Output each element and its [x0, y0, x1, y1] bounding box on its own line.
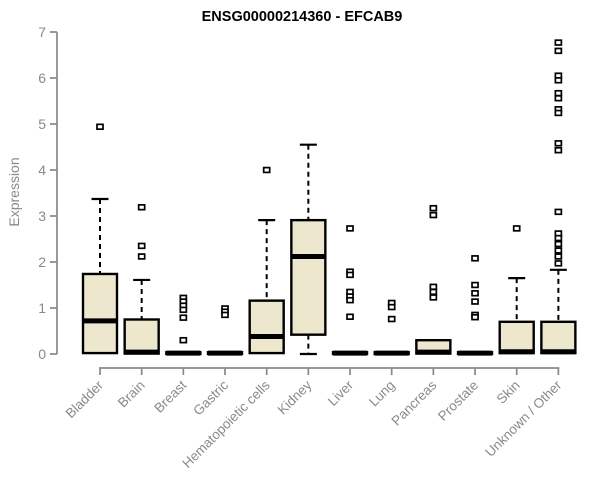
- x-tick-label: Pancreas: [389, 377, 440, 428]
- x-tick-label: Unknown / Other: [482, 377, 565, 460]
- boxplot-lung: [373, 299, 410, 356]
- iqr-box: [248, 299, 285, 355]
- outlier-point: [554, 89, 563, 97]
- x-tick-label: Gastric: [190, 377, 231, 418]
- outlier-point: [554, 77, 563, 84]
- y-tick-label: 3: [38, 208, 46, 224]
- outlier-point: [471, 255, 479, 262]
- x-tick-label: Breast: [151, 377, 189, 415]
- boxplot-breast: [165, 294, 202, 356]
- outlier-point: [554, 140, 563, 147]
- boxplot-pancreas: [415, 204, 452, 355]
- outlier-point: [96, 123, 104, 131]
- outlier-point: [554, 253, 563, 260]
- iqr-box: [290, 218, 327, 336]
- outlier-point: [554, 247, 563, 254]
- outlier-point: [179, 314, 188, 321]
- boxplot-liver: [331, 225, 369, 356]
- iqr-box: [540, 320, 577, 355]
- boxplot-brain: [123, 204, 160, 355]
- outlier-point: [554, 39, 563, 46]
- outlier-point: [137, 204, 146, 211]
- boxplot-kidney: [290, 143, 327, 356]
- outlier-point: [554, 240, 563, 248]
- x-tick-label: Prostate: [435, 378, 481, 424]
- x-tick-label: Liver: [325, 377, 357, 409]
- outlier-point: [346, 296, 354, 304]
- outlier-point: [471, 281, 479, 289]
- outlier-point: [346, 225, 354, 232]
- outlier-point: [262, 166, 271, 174]
- y-tick-label: 6: [38, 70, 46, 86]
- y-tick-label: 2: [38, 254, 46, 270]
- iqr-box: [81, 272, 119, 355]
- outlier-point: [554, 260, 563, 267]
- boxplot-prostate: [456, 255, 494, 356]
- y-tick-label: 5: [38, 116, 46, 132]
- outlier-point: [554, 146, 563, 154]
- outlier-point: [429, 294, 438, 301]
- outlier-point: [179, 336, 188, 344]
- outlier-point: [429, 204, 438, 212]
- x-tick-label: Brain: [115, 378, 148, 411]
- outlier-point: [179, 306, 188, 314]
- outlier-point: [429, 283, 438, 291]
- outlier-point: [137, 242, 146, 250]
- boxplot-skin: [498, 225, 535, 355]
- outlier-point: [554, 94, 563, 102]
- outlier-point: [554, 109, 563, 117]
- boxplot-bladder: [81, 123, 119, 355]
- outlier-point: [471, 313, 479, 321]
- iqr-box: [123, 318, 160, 355]
- x-tick-label: Lung: [366, 378, 398, 410]
- outlier-point: [471, 290, 479, 297]
- outlier-point: [346, 271, 354, 279]
- x-tick-label: Skin: [494, 378, 523, 407]
- x-tick-label: Kidney: [275, 377, 315, 417]
- outlier-point: [221, 311, 229, 319]
- y-tick-label: 1: [38, 300, 46, 316]
- y-axis-label: Expression: [6, 157, 22, 226]
- outlier-point: [429, 288, 438, 296]
- y-tick-label: 0: [38, 346, 46, 362]
- outlier-point: [137, 253, 146, 260]
- iqr-box: [498, 320, 535, 355]
- outlier-point: [554, 234, 563, 242]
- outlier-point: [554, 47, 563, 55]
- boxplot-unknown-other: [540, 39, 577, 355]
- outlier-point: [512, 225, 521, 232]
- outlier-point: [387, 315, 396, 323]
- x-tick-label: Bladder: [63, 377, 107, 421]
- outlier-point: [554, 208, 563, 216]
- outlier-point: [429, 211, 438, 219]
- chart-title: ENSG00000214360 - EFCAB9: [202, 9, 403, 25]
- outlier-point: [471, 298, 479, 305]
- outlier-point: [387, 303, 396, 311]
- outlier-point: [346, 313, 354, 320]
- y-tick-label: 7: [38, 24, 46, 40]
- y-tick-label: 4: [38, 162, 46, 178]
- boxplot-gastric: [206, 305, 244, 356]
- boxplot-hematopoietic-cells: [248, 166, 285, 355]
